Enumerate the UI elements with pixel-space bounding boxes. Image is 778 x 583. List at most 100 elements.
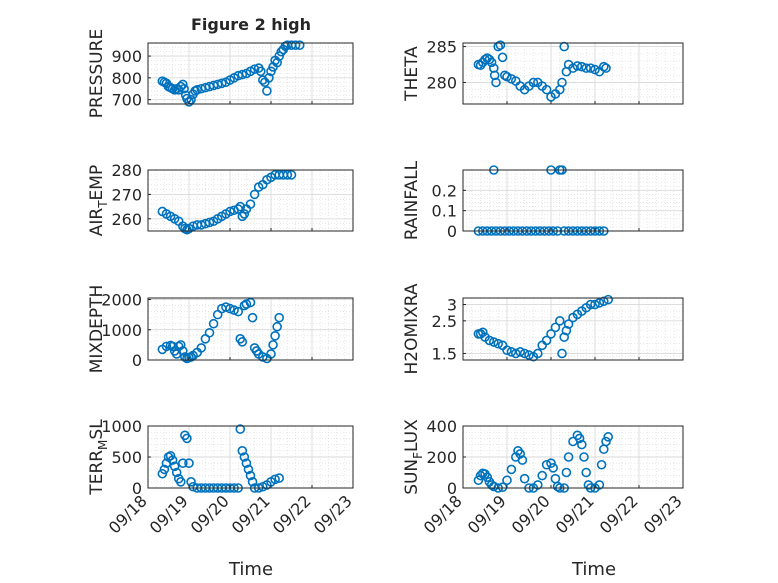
- data-point: [486, 57, 497, 68]
- data-point: [245, 199, 256, 209]
- y-tick-label: 0: [132, 479, 142, 498]
- x-tick-label: 09/22: [596, 491, 642, 537]
- data-point: [581, 467, 592, 478]
- y-axis-label: TERRMSL: [87, 419, 110, 496]
- data-point: [179, 83, 189, 94]
- data-point: [176, 476, 186, 487]
- data-point: [274, 312, 285, 323]
- y-tick-label: 1000: [101, 417, 142, 436]
- data-point: [561, 467, 572, 478]
- data-point: [237, 445, 248, 456]
- data-point: [245, 470, 256, 481]
- data-point: [196, 220, 207, 230]
- data-point: [225, 206, 235, 217]
- data-point: [482, 472, 493, 482]
- data-point: [204, 327, 215, 338]
- data-point: [563, 319, 574, 329]
- y-tick-label: 0: [447, 479, 457, 498]
- data-point: [550, 322, 561, 333]
- data-point: [502, 345, 512, 356]
- data-point: [554, 316, 565, 326]
- data-point: [552, 481, 563, 492]
- y-tick-label: 0: [132, 351, 142, 370]
- data-point: [495, 40, 506, 50]
- data-point: [184, 97, 194, 107]
- data-point: [178, 79, 188, 90]
- data-point: [247, 312, 258, 323]
- data-point: [548, 463, 559, 473]
- data-point: [270, 331, 280, 341]
- y-axis-label: H2OMIXRA: [402, 283, 422, 374]
- data-point: [517, 455, 528, 465]
- x-axis-label-right: Time: [571, 559, 616, 580]
- y-tick-label: 700: [111, 91, 142, 110]
- data-point: [270, 474, 280, 485]
- data-point: [294, 40, 305, 50]
- data-point: [159, 464, 170, 475]
- y-tick-label: 400: [426, 417, 457, 436]
- y-tick-label: 0.2: [432, 181, 457, 200]
- data-point: [241, 458, 252, 469]
- data-point: [477, 327, 488, 338]
- data-point: [524, 350, 534, 360]
- data-point: [488, 337, 499, 347]
- axes-box: [462, 42, 684, 105]
- data-point: [171, 467, 182, 478]
- data-point: [506, 464, 517, 475]
- x-tick-label: 09/18: [105, 491, 151, 537]
- plot-area: [463, 43, 683, 104]
- plot-area: [463, 298, 683, 360]
- data-point: [217, 78, 227, 89]
- data-point: [268, 340, 278, 350]
- data-point: [257, 75, 268, 85]
- data-point: [596, 459, 607, 470]
- data-point: [290, 40, 301, 50]
- x-axis-label-left: Time: [228, 559, 273, 580]
- axes-box: [462, 169, 684, 232]
- y-axis-label: AIRTEMP: [87, 165, 110, 236]
- data-point: [239, 209, 250, 219]
- data-point: [598, 296, 609, 307]
- data-point: [598, 61, 609, 72]
- plot-area: [463, 170, 683, 231]
- data-point: [557, 77, 567, 88]
- y-axis-label: PRESSURE: [87, 29, 107, 118]
- x-tick-label: 09/23: [310, 491, 356, 537]
- data-point: [161, 341, 172, 352]
- data-point: [528, 77, 539, 88]
- data-point: [274, 473, 285, 483]
- data-point: [272, 57, 282, 68]
- x-tick-label: 09/20: [508, 491, 554, 537]
- data-point: [541, 84, 552, 95]
- data-point: [247, 476, 258, 487]
- data-point: [594, 298, 605, 308]
- data-point: [186, 352, 196, 362]
- x-tick-label: 09/20: [187, 491, 233, 537]
- x-tick-label: 09/19: [146, 491, 192, 537]
- y-tick-label: 280: [426, 73, 457, 92]
- x-tick-label: 09/21: [228, 491, 274, 537]
- y-tick-label: 0.1: [432, 202, 457, 221]
- x-tick-label: 09/18: [420, 491, 466, 537]
- y-axis-label: RAINFALL: [402, 160, 422, 240]
- y-tick-label: 2.5: [432, 312, 457, 331]
- y-axis-label: MIXDEPTH: [87, 285, 107, 374]
- data-point: [574, 433, 585, 444]
- data-point: [245, 297, 256, 308]
- data-point: [502, 475, 512, 486]
- data-point: [601, 63, 611, 73]
- data-point: [262, 86, 272, 96]
- data-point: [208, 318, 219, 329]
- data-point: [249, 64, 260, 74]
- data-point: [515, 347, 526, 357]
- axes-box: [147, 297, 354, 361]
- data-point: [233, 306, 243, 317]
- data-point: [237, 337, 248, 347]
